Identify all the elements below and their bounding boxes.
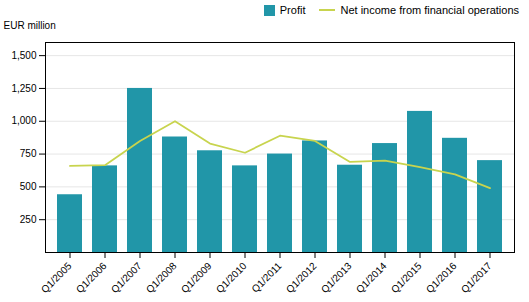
- html-text:Profit: Profit: [279, 4, 306, 16]
- svg-text:500: 500: [20, 181, 37, 192]
- svg-text:Q1/2017: Q1/2017: [459, 260, 494, 295]
- svg-text:250: 250: [20, 214, 37, 225]
- svg-text:Q1/2007: Q1/2007: [109, 260, 144, 295]
- svg-text:Q1/2016: Q1/2016: [424, 260, 459, 295]
- svg-text:1,000: 1,000: [11, 115, 36, 126]
- svg-text:1,500: 1,500: [11, 50, 36, 61]
- svg-text:750: 750: [20, 148, 37, 159]
- svg-text:Q1/2011: Q1/2011: [249, 260, 284, 295]
- svg-text:Q1/2014: Q1/2014: [354, 260, 389, 295]
- svg-text:Q1/2006: Q1/2006: [74, 260, 109, 295]
- svg-text:1,250: 1,250: [11, 83, 36, 94]
- html-text:Net income from financial oper: Net income from financial operations: [340, 4, 519, 16]
- svg-text:Q1/2010: Q1/2010: [214, 260, 249, 295]
- svg-text:Q1/2015: Q1/2015: [389, 260, 424, 295]
- svg-text:EUR million: EUR million: [4, 20, 56, 31]
- svg-text:Q1/2012: Q1/2012: [284, 260, 319, 295]
- svg-text:Q1/2005: Q1/2005: [39, 260, 74, 295]
- svg-text:Q1/2013: Q1/2013: [319, 260, 354, 295]
- svg-text:Q1/2009: Q1/2009: [179, 260, 214, 295]
- svg-text:Q1/2008: Q1/2008: [144, 260, 179, 295]
